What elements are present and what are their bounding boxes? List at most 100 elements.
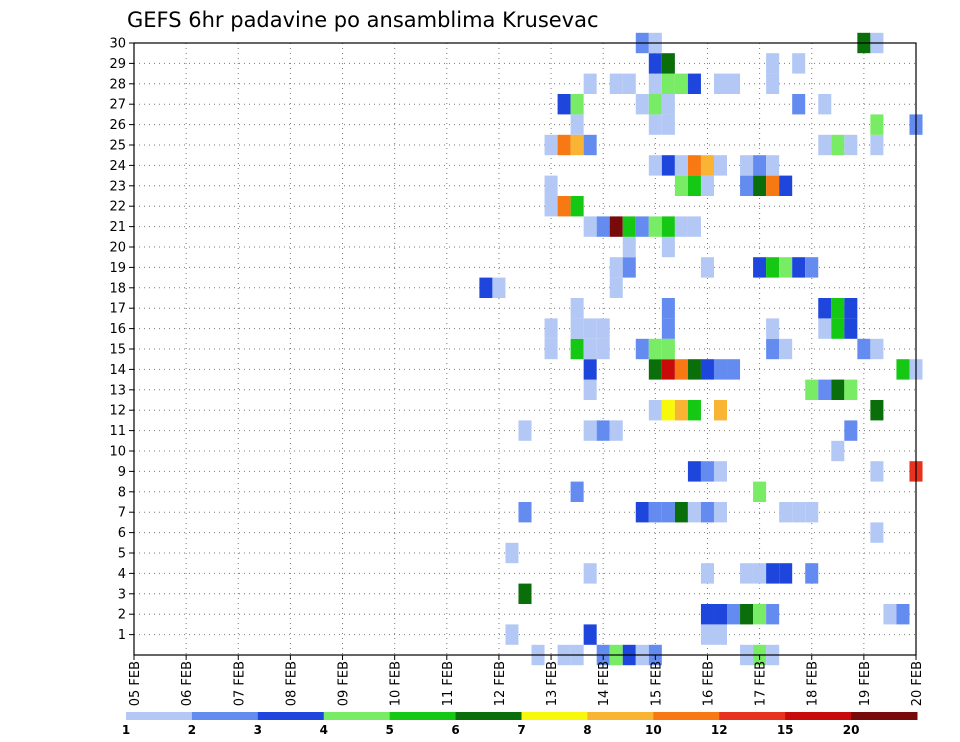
heatmap-cell	[831, 298, 845, 319]
heatmap-cell	[857, 338, 871, 360]
heatmap-cell	[766, 175, 780, 196]
legend-swatch	[785, 712, 852, 720]
heatmap-cell	[648, 94, 662, 115]
y-tick-label: 25	[109, 139, 126, 154]
heatmap-cell	[805, 502, 819, 523]
heatmap-cell	[713, 502, 728, 523]
heatmap-cell	[609, 216, 623, 237]
heatmap-cell	[518, 420, 532, 441]
y-tick-label: 15	[109, 343, 126, 358]
heatmap-cell	[544, 318, 558, 339]
heatmap-cell	[674, 73, 688, 94]
heatmap-cell	[779, 338, 793, 360]
heatmap-cell	[674, 175, 688, 196]
y-tick-label: 17	[109, 302, 126, 317]
heatmap-cell	[818, 94, 832, 115]
legend-swatch	[126, 712, 193, 720]
heatmap-cell	[622, 73, 636, 94]
heatmap-cell	[896, 604, 910, 625]
y-tick-label: 2	[118, 608, 126, 623]
legend-swatch	[323, 712, 391, 720]
heatmap-cell	[740, 175, 754, 196]
heatmap-cell	[479, 277, 493, 298]
heatmap-cell	[570, 196, 584, 217]
heatmap-cell	[648, 400, 662, 421]
heatmap-cell	[766, 318, 780, 339]
heatmap-cell	[505, 542, 519, 564]
heatmap-cell	[583, 73, 597, 94]
y-tick-label: 9	[118, 465, 126, 480]
heatmap-cell	[635, 94, 649, 115]
heatmap-cell	[609, 420, 623, 441]
heatmap-cell	[713, 461, 728, 482]
heatmap-cell	[740, 604, 754, 625]
heatmap-cell	[700, 624, 714, 645]
heatmap-cell	[753, 481, 767, 502]
y-tick-label: 19	[109, 261, 126, 276]
heatmap-cell	[583, 624, 597, 645]
heatmap-cell	[883, 604, 897, 625]
heatmap-cell	[831, 379, 845, 400]
legend-label: 10	[645, 723, 662, 737]
x-tick-label: 15 FEB	[649, 661, 664, 706]
x-tick-label: 06 FEB	[180, 661, 195, 706]
heatmap-cell	[713, 604, 728, 625]
heatmap-cell	[544, 134, 558, 156]
heatmap-cell	[544, 175, 558, 196]
heatmap-cell	[557, 196, 571, 217]
x-tick-label: 18 FEB	[806, 661, 821, 706]
heatmap-cell	[753, 604, 767, 625]
heatmap-cell	[661, 400, 675, 421]
legend-label: 8	[583, 723, 591, 737]
heatmap-cell	[831, 318, 845, 339]
grid-lines	[133, 42, 917, 655]
heatmap-cell	[570, 481, 584, 502]
heatmap-cell	[687, 73, 701, 94]
x-tick-label: 13 FEB	[545, 661, 560, 706]
heatmap-cell	[583, 338, 597, 360]
heatmap-cell	[700, 359, 714, 380]
heatmap-cell	[700, 563, 714, 584]
y-tick-label: 10	[109, 445, 126, 460]
heatmap-cell	[870, 114, 884, 135]
heatmap-cell	[700, 257, 714, 278]
heatmap-cell	[844, 379, 858, 400]
legend-label: 12	[711, 723, 728, 737]
y-tick-label: 5	[118, 547, 126, 562]
heatmap-cell	[648, 359, 662, 380]
heatmap-cell	[779, 175, 793, 196]
heatmap-cell	[648, 114, 662, 135]
x-tick-label: 12 FEB	[493, 661, 508, 706]
heatmap-cell	[753, 563, 767, 584]
heatmap-cell	[648, 216, 662, 237]
heatmap-cell	[779, 563, 793, 584]
heatmap-cell	[713, 400, 728, 421]
heatmap-cell	[687, 461, 701, 482]
legend-label: 6	[451, 723, 459, 737]
y-axis: 1234567891011121314151617181920212223242…	[109, 37, 134, 643]
heatmap-cell	[661, 502, 675, 523]
heatmap-cell	[896, 359, 910, 380]
heatmap-cell	[818, 134, 832, 156]
heatmap-cell	[753, 155, 767, 176]
heatmap-cell	[713, 73, 728, 94]
legend-label: 20	[843, 723, 860, 737]
x-tick-label: 09 FEB	[337, 661, 352, 706]
heatmap-cell	[727, 604, 741, 625]
heatmap-cell	[583, 318, 597, 339]
legend-swatch	[653, 712, 720, 720]
y-tick-label: 22	[109, 200, 126, 215]
heatmap-cell	[518, 583, 532, 604]
heatmap-cell	[753, 175, 767, 196]
heatmap-cell	[661, 298, 675, 319]
heatmap-cell	[831, 440, 845, 462]
heatmap-cell	[544, 338, 558, 360]
heatmap-cell	[596, 216, 610, 237]
legend-label: 15	[777, 723, 794, 737]
heatmap-cell	[700, 604, 714, 625]
heatmap-cell	[805, 379, 819, 400]
x-tick-label: 20 FEB	[910, 661, 925, 706]
heatmap-cell	[740, 155, 754, 176]
heatmap-cell	[687, 502, 701, 523]
x-tick-label: 14 FEB	[597, 661, 612, 706]
